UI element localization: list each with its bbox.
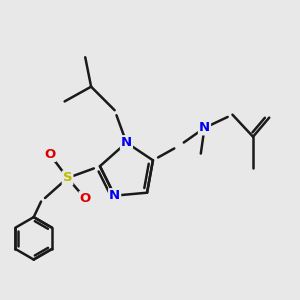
Text: O: O [80,192,91,205]
Text: N: N [121,136,132,149]
Text: O: O [44,148,56,161]
Text: N: N [199,122,210,134]
Text: N: N [109,189,120,202]
Text: S: S [63,172,72,184]
